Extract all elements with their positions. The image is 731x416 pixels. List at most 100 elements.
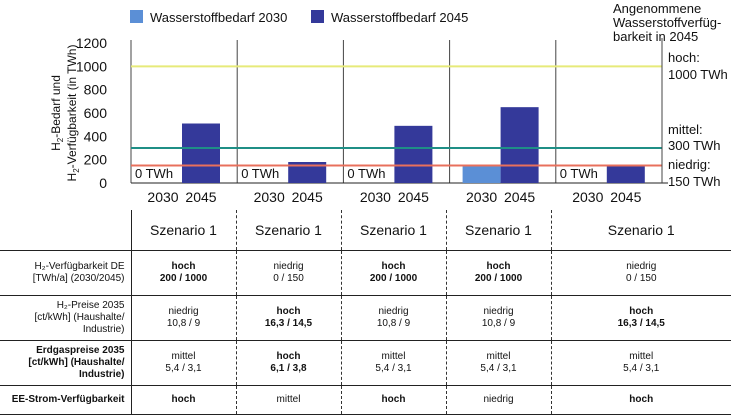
x-tick-label: 2030: [254, 189, 285, 205]
cell-level: mittel: [381, 351, 406, 362]
table-cell: niedrig 10,8 / 9: [445, 295, 551, 341]
x-tick-label: 2045: [292, 189, 323, 205]
cell-values: 200 / 1000: [159, 273, 208, 284]
y-tick-label: 800: [84, 82, 108, 98]
bar: [394, 125, 433, 183]
y-tick-label: 1200: [76, 35, 107, 51]
bar: [182, 123, 220, 183]
bar: [606, 165, 645, 183]
row-label: H₂-Verfügbarkeit DE [TWh/a] (2030/2045): [0, 250, 131, 296]
table-cell: niedrig 0 / 150: [235, 250, 341, 296]
table-row: Erdgaspreise 2035 [ct/kWh] (Haushalte/Ind…: [0, 340, 731, 386]
table-row: H₂-Preise 2035 [ct/kWh] (Haushalte/Indust…: [0, 295, 731, 341]
cell-values: 5,4 / 3,1: [165, 363, 202, 374]
cell-values: 10,8 / 9: [376, 318, 411, 329]
row-label: H₂-Preise 2035 [ct/kWh] (Haushalte/Indust…: [0, 295, 131, 341]
bar: [500, 107, 539, 183]
cell-values: 5,4 / 3,1: [480, 363, 517, 374]
cell-level: mittel: [486, 351, 511, 362]
table-cell: hoch: [340, 385, 446, 415]
cell-values: 0 / 150: [625, 273, 657, 284]
empty-corner-cell: [0, 210, 131, 251]
table-cell: hoch 200 / 1000: [445, 250, 551, 296]
legend-swatch: [311, 10, 324, 23]
table-cell: mittel 5,4 / 3,1: [445, 340, 551, 386]
y-tick-label: 0: [99, 175, 107, 191]
cell-level: hoch: [629, 306, 654, 317]
bar-chart: Wasserstoffbedarf 2030 Wasserstoffbedarf …: [49, 1, 728, 205]
cell-values: 0 / 150: [273, 273, 304, 284]
legend-label: Wasserstoffbedarf 2030: [150, 10, 287, 25]
row-label: Erdgaspreise 2035 [ct/kWh] (Haushalte/Ind…: [0, 340, 131, 386]
scenario-header: Szenario 1: [235, 210, 341, 251]
availability-title: barkeit in 2045: [613, 29, 698, 44]
scenario-table: Szenario 1 Szenario 1 Szenario 1 Szenario 1…: [0, 210, 731, 415]
scenario-header-row: Szenario 1 Szenario 1 Szenario 1 Szenario 1…: [0, 210, 731, 251]
cell-level: hoch: [381, 261, 406, 272]
x-tick-label: 2030: [466, 189, 497, 205]
legend-label: Wasserstoffbedarf 2045: [331, 10, 468, 25]
cell-level: hoch: [486, 261, 511, 272]
table-cell: niedrig: [445, 385, 551, 415]
cell-values: 5,4 / 3,1: [375, 363, 412, 374]
scenario-header: Szenario 1: [550, 210, 731, 251]
reference-label: 1000 TWh: [668, 67, 728, 82]
table-cell: hoch: [130, 385, 236, 415]
table-cell: hoch 200 / 1000: [340, 250, 446, 296]
row-label: EE-Strom-Verfügbarkeit: [0, 385, 131, 415]
y-tick-label: 1000: [76, 58, 107, 74]
y-axis-label-line2: H2-Verfügbarkeit (in TWh): [65, 45, 81, 182]
scenario-header: Szenario 1: [445, 210, 551, 251]
bar-value-label: 0 TWh: [135, 166, 173, 181]
cell-values: 200 / 1000: [474, 273, 523, 284]
table-cell: mittel 5,4 / 3,1: [340, 340, 446, 386]
table-cell: hoch 16,3 / 14,5: [235, 295, 341, 341]
cell-level: hoch: [276, 351, 301, 362]
x-tick-label: 2030: [572, 189, 603, 205]
reference-label: 300 TWh: [668, 138, 721, 153]
cell-values: 10,8 / 9: [481, 318, 516, 329]
cell-level: hoch: [629, 394, 654, 405]
bar-value-label: 0 TWh: [560, 166, 598, 181]
cell-level: niedrig: [168, 306, 199, 317]
y-axis-label-line1: H2-Bedarf und: [49, 75, 65, 151]
cell-values: 200 / 1000: [369, 273, 418, 284]
reference-label: mittel:: [668, 122, 703, 137]
table-cell: niedrig 10,8 / 9: [340, 295, 446, 341]
cell-values: 5,4 / 3,1: [623, 363, 660, 374]
cell-level: niedrig: [378, 306, 409, 317]
cell-level: niedrig: [483, 306, 514, 317]
availability-title: Angenommene: [613, 1, 701, 16]
table-cell: hoch 16,3 / 14,5: [550, 295, 731, 341]
table-cell: hoch: [550, 385, 731, 415]
scenario-header: Szenario 1: [340, 210, 446, 251]
reference-label: 150 TWh: [668, 174, 721, 189]
cell-level: hoch: [276, 306, 301, 317]
x-tick-label: 2030: [147, 189, 178, 205]
x-tick-label: 2045: [185, 189, 216, 205]
cell-values: 16,3 / 14,5: [264, 318, 313, 329]
cell-level: mittel: [171, 351, 196, 362]
table-cell: mittel 5,4 / 3,1: [130, 340, 236, 386]
cell-level: hoch: [171, 394, 196, 405]
reference-label: niedrig:: [668, 157, 711, 172]
cell-values: 10,8 / 9: [166, 318, 201, 329]
table-cell: mittel 5,4 / 3,1: [550, 340, 731, 386]
x-tick-label: 2045: [504, 189, 535, 205]
y-tick-label: 400: [84, 128, 108, 144]
table-cell: mittel: [235, 385, 341, 415]
legend-swatch: [130, 10, 143, 23]
cell-values: 16,3 / 14,5: [617, 318, 665, 329]
cell-values: 6,1 / 3,8: [270, 363, 307, 374]
y-tick-label: 600: [84, 105, 108, 121]
x-tick-label: 2045: [398, 189, 429, 205]
table-cell: niedrig 0 / 150: [550, 250, 731, 296]
table-row: H₂-Verfügbarkeit DE [TWh/a] (2030/2045) ho…: [0, 250, 731, 296]
cell-level: mittel: [629, 351, 654, 362]
bar: [288, 162, 327, 183]
cell-level: hoch: [171, 261, 196, 272]
bar-value-label: 0 TWh: [347, 166, 385, 181]
table-cell: niedrig 10,8 / 9: [130, 295, 236, 341]
cell-level: hoch: [381, 394, 406, 405]
